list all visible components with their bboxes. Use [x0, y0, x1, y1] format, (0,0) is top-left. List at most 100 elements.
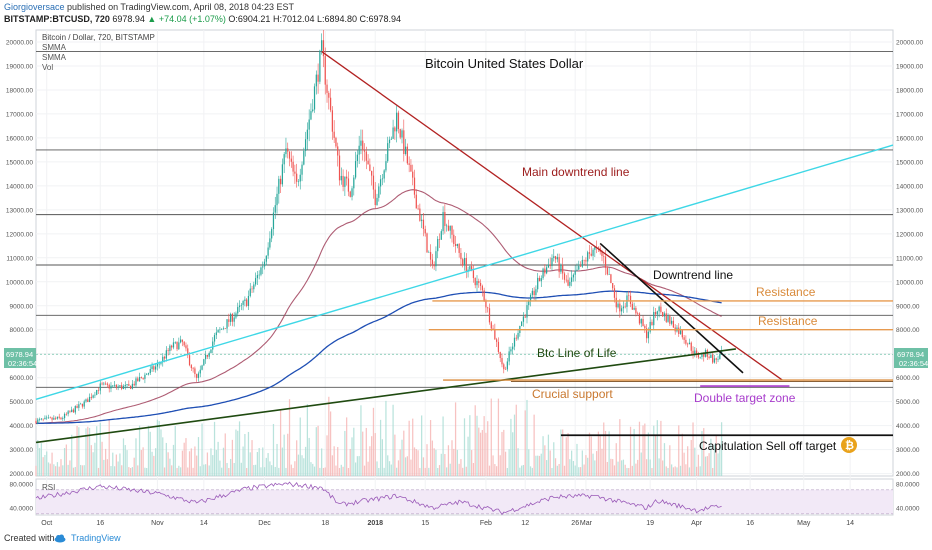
candle-body: [287, 148, 289, 152]
candle-body: [633, 307, 635, 310]
volume-bar: [85, 428, 87, 476]
y-tick-label-left: 19000.00: [6, 63, 33, 70]
volume-bar: [487, 421, 489, 476]
candle-body: [608, 274, 610, 275]
volume-bar: [237, 430, 239, 476]
candle-body: [471, 266, 473, 271]
volume-bar: [240, 462, 242, 476]
volume-bar: [712, 467, 714, 476]
volume-bar: [65, 444, 67, 476]
volume-bar: [604, 430, 607, 476]
x-tick-label: Mar: [580, 520, 593, 527]
volume-bar: [574, 465, 576, 476]
candle-body: [310, 111, 312, 120]
volume-bar: [494, 464, 496, 476]
volume-bar: [97, 467, 100, 476]
y-tick-label-right: 18000.00: [896, 87, 923, 94]
candle-body: [60, 417, 62, 419]
candle-body: [119, 385, 121, 387]
volume-bar: [310, 462, 312, 476]
candle-body: [672, 320, 675, 328]
candle-body: [469, 266, 471, 270]
volume-bar: [660, 420, 662, 476]
volume-bar: [635, 463, 637, 476]
volume-bar: [669, 445, 671, 476]
volume-bar: [233, 462, 235, 476]
volume-bar: [435, 449, 437, 476]
volume-bar: [103, 459, 105, 476]
volume-bar: [571, 450, 573, 476]
volume-bar: [347, 467, 350, 476]
volume-bar: [38, 447, 41, 476]
candle-body: [278, 178, 280, 194]
volume-bar: [694, 447, 696, 476]
candle-body: [58, 416, 60, 418]
volume-bar: [363, 465, 366, 476]
candle-body: [485, 301, 487, 308]
volume-bar: [381, 439, 383, 476]
volume-bar: [617, 461, 619, 476]
candle-body: [431, 259, 433, 265]
candle-body: [88, 396, 91, 403]
volume-bar: [637, 459, 639, 476]
candle-body: [529, 294, 532, 301]
main-downtrend-line: [321, 51, 783, 381]
volume-bar: [71, 434, 73, 476]
volume-bar: [117, 461, 119, 476]
volume-bar: [158, 420, 160, 476]
rsi-tick-label-right: 80.0000: [896, 481, 920, 488]
volume-bar: [572, 460, 575, 476]
candle-body: [547, 264, 550, 268]
volume-bar: [399, 449, 401, 476]
candle-body: [338, 155, 341, 181]
candle-body: [383, 170, 385, 179]
volume-bar: [644, 423, 646, 476]
candle-body: [130, 385, 132, 389]
volume-bar: [476, 415, 478, 476]
candle-body: [99, 383, 101, 391]
candle-body: [279, 178, 282, 185]
volume-bar: [446, 467, 448, 476]
candle-body: [374, 189, 376, 206]
candle-body: [385, 161, 387, 171]
author-link[interactable]: Giorgioversace: [4, 2, 65, 12]
candle-body: [349, 191, 351, 197]
volume-bar: [308, 437, 310, 476]
volume-bar: [42, 457, 44, 476]
volume-bar: [329, 411, 332, 476]
volume-bar: [485, 432, 487, 476]
y-tick-label-left: 5000.00: [10, 399, 34, 406]
volume-bar: [653, 425, 655, 476]
rsi-band: [36, 489, 893, 514]
volume-bar: [81, 465, 84, 476]
volume-bar: [228, 467, 230, 476]
volume-bar: [247, 431, 250, 476]
volume-bar: [108, 419, 110, 476]
candle-body: [642, 318, 644, 327]
volume-bar: [324, 467, 326, 476]
volume-bar: [301, 455, 303, 476]
countdown-left: 02:36:54: [8, 359, 37, 368]
x-tick-label: 19: [646, 520, 654, 527]
candle-body: [63, 413, 66, 419]
volume-bar: [199, 466, 201, 476]
candle-body: [556, 257, 558, 260]
candle-body: [710, 354, 712, 358]
candle-body: [620, 308, 623, 312]
candle-body: [653, 312, 655, 326]
volume-bar: [226, 462, 228, 476]
volume-bar: [212, 455, 214, 476]
candle-body: [449, 225, 451, 231]
candle-body: [242, 301, 244, 305]
candle-body: [408, 163, 410, 165]
volume-bar: [404, 457, 407, 476]
volume-bar: [513, 414, 516, 476]
candle-body: [465, 258, 467, 272]
tradingview-brand[interactable]: TradingView: [71, 533, 121, 543]
candle-body: [163, 356, 166, 359]
candle-body: [178, 342, 180, 350]
candle-body: [683, 337, 685, 340]
volume-bar: [679, 465, 682, 476]
candle-body: [329, 97, 332, 111]
